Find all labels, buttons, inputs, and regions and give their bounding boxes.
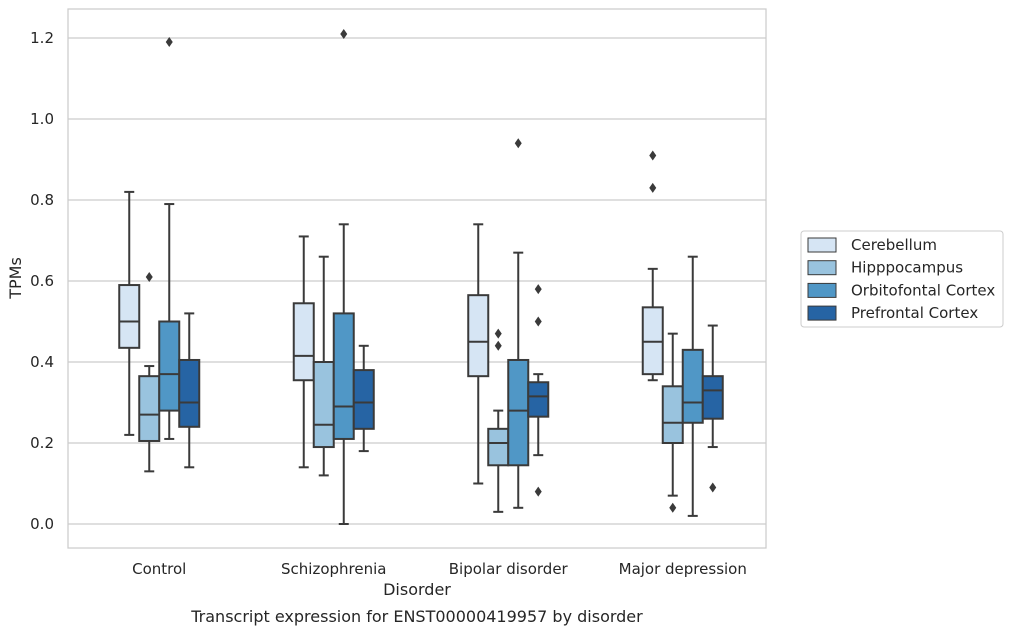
outlier-point — [514, 138, 522, 149]
outlier-point — [494, 340, 502, 351]
legend-swatch-hipppocampus — [807, 260, 837, 276]
box-control-cerebellum — [118, 190, 141, 436]
plot-frame — [67, 8, 767, 549]
box-body — [661, 385, 684, 444]
box-bipolar-disorder-cerebellum — [467, 223, 490, 485]
box-body — [138, 375, 161, 442]
outlier-point — [649, 150, 657, 161]
legend-label-cerebellum: Cerebellum — [851, 236, 937, 254]
outlier-point — [534, 486, 542, 497]
box-body — [641, 306, 664, 376]
outlier-point — [534, 316, 542, 327]
legend-label-hipppocampus: Hipppocampus — [851, 259, 963, 277]
box-bipolar-disorder-orbitofontal-cortex — [507, 138, 530, 509]
chart-title: Transcript expression for ENST0000041995… — [190, 607, 643, 626]
legend-swatch-prefrontal-cortex — [807, 305, 837, 321]
outlier-point — [340, 28, 348, 39]
box-major-depression-orbitofontal-cortex — [681, 255, 704, 517]
y-tick-label: 1.0 — [30, 110, 54, 128]
box-bipolar-disorder-hipppocampus — [487, 328, 510, 513]
box-control-orbitofontal-cortex — [158, 37, 181, 440]
y-tick-label: 1.2 — [30, 29, 54, 47]
x-axis-ticks: Control Schizophrenia Bipolar disorder Majo… — [132, 560, 747, 578]
legend-swatch-cerebellum — [807, 237, 837, 253]
box-body — [701, 375, 724, 420]
box-body — [467, 294, 490, 378]
legend-swatch-orbitofontal-cortex — [807, 282, 837, 298]
box-control-prefrontal-cortex — [178, 312, 201, 469]
grid-lines — [68, 37, 766, 525]
y-tick-label: 0.0 — [30, 515, 54, 533]
box-schizophrenia-prefrontal-cortex — [352, 344, 375, 453]
box-body — [681, 348, 704, 424]
y-tick-label: 0.8 — [30, 191, 54, 209]
y-axis-ticks: 0.0 0.2 0.4 0.6 0.8 1.0 1.2 — [30, 29, 54, 533]
legend-label-prefrontal-cortex: Prefrontal Cortex — [851, 304, 978, 322]
outlier-point — [709, 482, 717, 493]
box-schizophrenia-cerebellum — [292, 235, 315, 469]
box-body — [507, 358, 530, 467]
y-tick-label: 0.2 — [30, 434, 54, 452]
outlier-point — [534, 284, 542, 295]
x-tick-label-bipolar-disorder: Bipolar disorder — [449, 560, 569, 578]
box-body — [118, 284, 141, 349]
box-body — [527, 381, 550, 418]
box-series — [118, 28, 724, 525]
outlier-point — [165, 37, 173, 48]
x-tick-label-control: Control — [132, 560, 186, 578]
legend-label-orbitofontal-cortex: Orbitofontal Cortex — [851, 281, 995, 299]
box-body — [158, 320, 181, 412]
x-axis-title: Disorder — [383, 580, 451, 599]
box-major-depression-cerebellum — [641, 150, 664, 382]
y-tick-label: 0.4 — [30, 353, 54, 371]
outlier-point — [669, 502, 677, 513]
y-tick-label: 0.6 — [30, 272, 54, 290]
box-control-hipppocampus — [138, 271, 161, 473]
x-tick-label-major-depression: Major depression — [619, 560, 747, 578]
box-body — [292, 302, 315, 382]
box-schizophrenia-orbitofontal-cortex — [332, 28, 355, 525]
box-schizophrenia-hipppocampus — [312, 255, 335, 477]
legend: Cerebellum Hipppocampus Orbitofontal Corte… — [800, 230, 1004, 328]
x-tick-label-schizophrenia: Schizophrenia — [281, 560, 386, 578]
outlier-point — [145, 271, 153, 282]
box-body — [178, 358, 201, 428]
box-body — [332, 312, 355, 440]
outlier-point — [494, 328, 502, 339]
box-major-depression-prefrontal-cortex — [701, 324, 724, 493]
box-major-depression-hipppocampus — [661, 332, 684, 513]
box-body — [312, 361, 335, 449]
legend-frame — [800, 230, 1004, 328]
box-bipolar-disorder-prefrontal-cortex — [527, 284, 550, 497]
outlier-point — [649, 182, 657, 193]
y-axis-title: TPMs — [6, 257, 25, 300]
box-body — [352, 369, 375, 430]
box-body — [487, 427, 510, 467]
